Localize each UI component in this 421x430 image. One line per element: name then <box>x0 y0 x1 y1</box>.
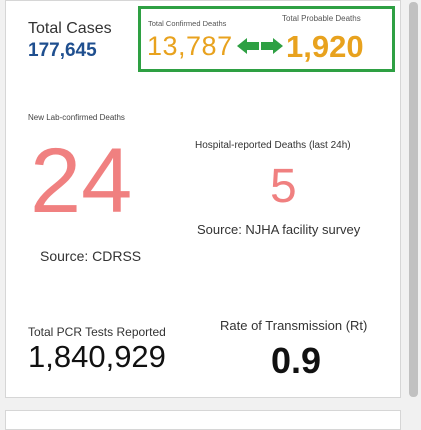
confirmed-deaths-value: 13,787 <box>147 31 233 61</box>
total-cases-label: Total Cases <box>28 20 112 37</box>
lab-confirmed-deaths-value: 24 <box>30 130 133 232</box>
dashboard-panel <box>5 0 401 398</box>
deaths-highlight-box <box>138 6 395 72</box>
total-cases-value: 177,645 <box>28 40 97 61</box>
rate-of-transmission-value: 0.9 <box>271 340 322 381</box>
pcr-tests-value: 1,840,929 <box>28 339 166 374</box>
double-arrow-icon <box>237 38 283 54</box>
hospital-deaths-source: Source: NJHA facility survey <box>197 222 361 237</box>
lab-confirmed-source: Source: CDRSS <box>40 248 142 264</box>
hospital-deaths-value: 5 <box>270 160 297 213</box>
rate-of-transmission-label: Rate of Transmission (Rt) <box>220 318 368 333</box>
probable-deaths-label: Total Probable Deaths <box>282 14 361 23</box>
scrollbar-thumb[interactable] <box>409 2 418 397</box>
hospital-deaths-label: Hospital-reported Deaths (last 24h) <box>195 140 351 151</box>
next-panel <box>5 410 401 430</box>
lab-confirmed-deaths-label: New Lab-confirmed Deaths <box>28 113 125 122</box>
pcr-tests-label: Total PCR Tests Reported <box>28 325 166 339</box>
probable-deaths-value: 1,920 <box>286 29 364 64</box>
confirmed-deaths-label: Total Confirmed Deaths <box>148 19 227 28</box>
